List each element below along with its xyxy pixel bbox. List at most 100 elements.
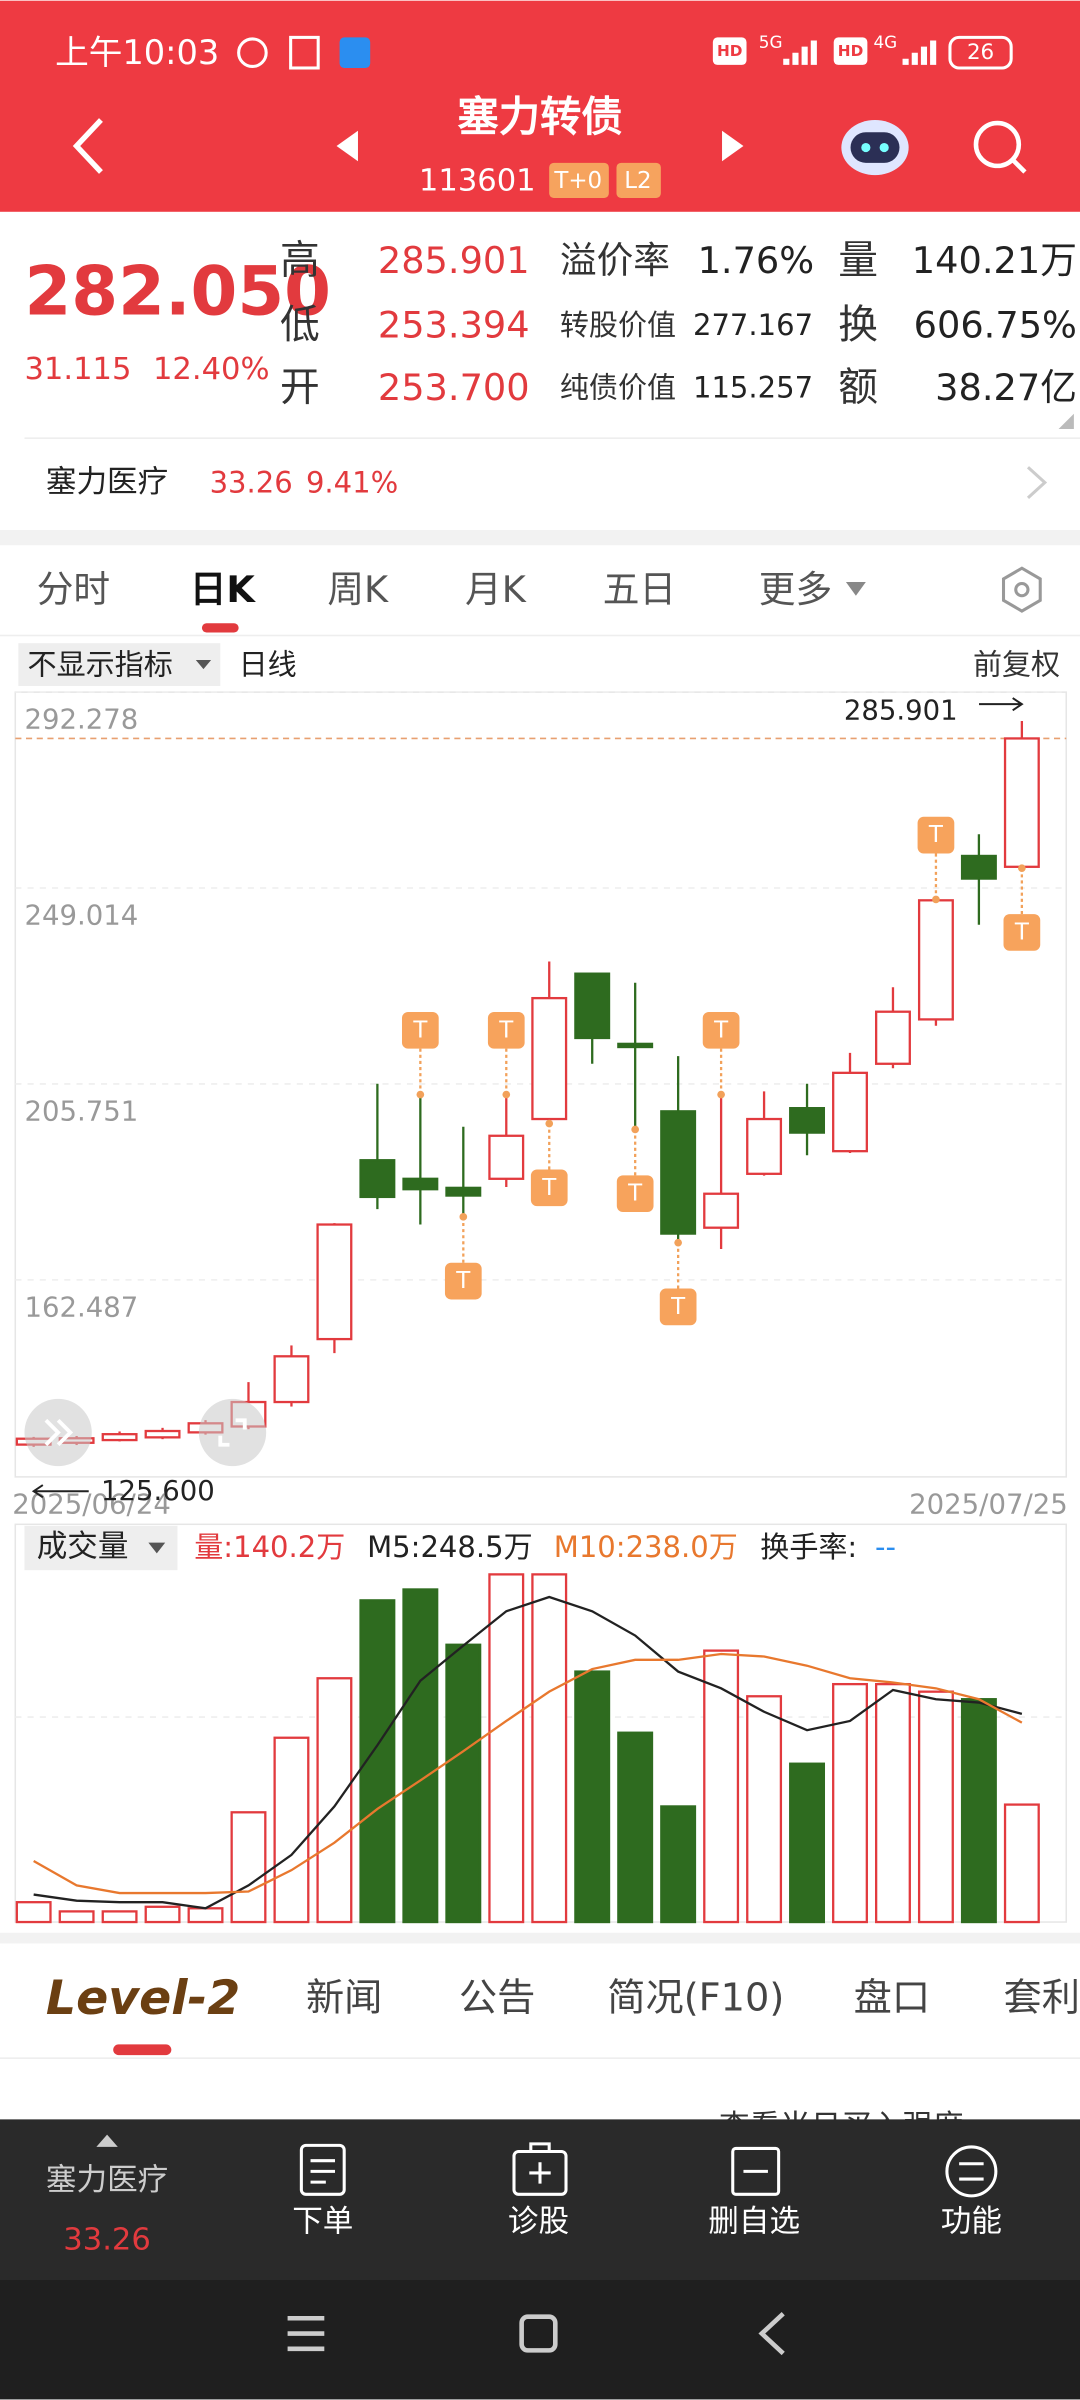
field-value: 38.27亿 bbox=[935, 366, 1077, 409]
candle-body bbox=[874, 1010, 911, 1065]
hd-text: HD bbox=[717, 42, 742, 60]
candle-body bbox=[960, 854, 997, 880]
volume-bar bbox=[187, 1907, 224, 1924]
candle-body bbox=[531, 996, 568, 1121]
y-tick-label: 205.751 bbox=[24, 1095, 138, 1127]
volume-bar bbox=[660, 1805, 697, 1924]
volume-bar bbox=[917, 1690, 954, 1924]
header-bg bbox=[0, 0, 1080, 212]
field-label: 纯债价值 bbox=[560, 371, 676, 405]
candle-body bbox=[316, 1223, 353, 1341]
separator bbox=[0, 529, 1080, 546]
scroll-icon bbox=[44, 1418, 74, 1447]
candle-body bbox=[101, 1433, 138, 1442]
volume-bar bbox=[316, 1677, 353, 1924]
bottom-tab[interactable]: 公告 bbox=[459, 1977, 535, 2021]
field-value: 1.76% bbox=[698, 239, 815, 282]
level2-tab[interactable]: Level-2 bbox=[46, 1971, 240, 2026]
marker-text: T bbox=[1014, 919, 1030, 945]
marker-dot bbox=[932, 895, 940, 904]
volume-bar bbox=[789, 1762, 826, 1924]
period-tab[interactable]: 周K bbox=[327, 568, 389, 611]
period-tab[interactable]: 五日 bbox=[603, 568, 676, 611]
nav-item[interactable]: 诊股 bbox=[508, 2204, 569, 2239]
adjust-label[interactable]: 前复权 bbox=[973, 648, 1060, 682]
back-button[interactable] bbox=[72, 118, 103, 174]
volume-bar bbox=[960, 1698, 997, 1924]
volume-current: 量:140.2万 bbox=[194, 1530, 345, 1564]
field-label: 高 bbox=[280, 238, 320, 284]
system-back[interactable] bbox=[758, 2311, 785, 2356]
home-button[interactable] bbox=[519, 2314, 558, 2353]
stock-name: 塞力医疗 bbox=[46, 465, 168, 500]
marker-badge bbox=[487, 1011, 525, 1049]
nav-item[interactable]: 删自选 bbox=[708, 2204, 800, 2239]
field-label: 开 bbox=[280, 365, 320, 411]
period-tab[interactable]: 分时 bbox=[37, 568, 110, 611]
marker-badge bbox=[917, 816, 955, 854]
volume-bar bbox=[445, 1643, 482, 1924]
marker-badge bbox=[444, 1262, 482, 1300]
field-label: 换 bbox=[838, 302, 878, 348]
marker-badge bbox=[530, 1169, 568, 1207]
change: 31.115 bbox=[24, 352, 131, 387]
dropdown-arrow bbox=[148, 1542, 166, 1554]
field-value: 253.394 bbox=[378, 303, 530, 346]
marker-badge bbox=[616, 1175, 654, 1213]
tab-indicator bbox=[201, 623, 239, 633]
robot-icon[interactable] bbox=[841, 120, 909, 176]
period-tab[interactable]: 月K bbox=[465, 568, 527, 611]
volume-select-bg[interactable] bbox=[24, 1525, 178, 1571]
next-button[interactable] bbox=[722, 130, 744, 162]
bottom-tab[interactable]: 简况(F10) bbox=[607, 1977, 784, 2021]
volume-title: 成交量 bbox=[37, 1530, 129, 1565]
marker-text: T bbox=[412, 1017, 428, 1043]
volume-bar bbox=[402, 1588, 439, 1924]
expand-corner[interactable] bbox=[1058, 413, 1074, 430]
badge-bg bbox=[616, 162, 661, 199]
status-time: 上午10:03 bbox=[55, 33, 219, 72]
y-tick-label: 292.278 bbox=[24, 704, 138, 736]
candle-body bbox=[359, 1159, 396, 1199]
prev-button[interactable] bbox=[336, 130, 358, 162]
search-icon[interactable] bbox=[973, 120, 1027, 174]
low-label: 125.600 bbox=[101, 1475, 215, 1507]
field-value: 606.75% bbox=[914, 303, 1077, 346]
volume-bar bbox=[144, 1905, 181, 1924]
app-icon bbox=[339, 37, 371, 68]
separator bbox=[0, 1932, 1080, 1944]
settings-icon[interactable] bbox=[1001, 566, 1042, 613]
marker-badge bbox=[702, 1011, 740, 1049]
nav-item[interactable]: 下单 bbox=[292, 2204, 353, 2239]
nav-item[interactable]: 功能 bbox=[941, 2204, 1002, 2239]
chevron[interactable] bbox=[1026, 466, 1048, 499]
settings-icon-core bbox=[1014, 581, 1030, 598]
turnover-label: 换手率: bbox=[760, 1530, 857, 1564]
volume-bar bbox=[101, 1910, 138, 1924]
indicator-select-bg[interactable] bbox=[18, 643, 221, 687]
period-tab[interactable]: 更多 bbox=[759, 568, 832, 611]
field-value: 277.167 bbox=[693, 308, 813, 342]
period-tab[interactable]: 日K bbox=[190, 568, 257, 611]
volume-bar bbox=[574, 1670, 611, 1924]
bottom-tab[interactable]: 新闻 bbox=[306, 1977, 382, 2021]
marker-text: T bbox=[627, 1181, 643, 1207]
marker-dot bbox=[1018, 864, 1026, 873]
volume-ma5 bbox=[33, 1595, 1023, 1910]
bottom-tab[interactable]: 套利 bbox=[1004, 1977, 1080, 2021]
price: 282.050 bbox=[24, 252, 331, 330]
marker-dot bbox=[416, 1090, 425, 1099]
zoom-button[interactable] bbox=[198, 1398, 267, 1467]
field-label: 额 bbox=[838, 365, 878, 411]
expand-arrow[interactable] bbox=[96, 2134, 118, 2147]
hd-text: HD bbox=[838, 42, 863, 60]
bottom-tab[interactable]: 盘口 bbox=[854, 1977, 930, 2021]
nfc-icon bbox=[289, 35, 320, 70]
field-label: 转股价值 bbox=[560, 308, 676, 342]
nav-stock[interactable]: 塞力医疗 bbox=[46, 2163, 168, 2198]
menu-button[interactable] bbox=[287, 2315, 325, 2352]
candle-body bbox=[617, 1042, 654, 1049]
